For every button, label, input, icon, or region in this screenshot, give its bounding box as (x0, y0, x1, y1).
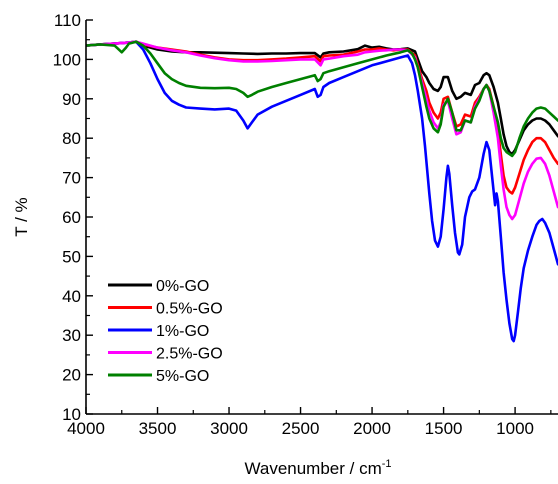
y-tick-label: 50 (62, 247, 81, 266)
y-tick-label: 30 (62, 326, 81, 345)
legend-label: 0.5%-GO (156, 301, 223, 318)
y-tick-label: 110 (54, 11, 81, 30)
y-tick-label: 100 (53, 50, 81, 69)
x-tick-label: 3500 (139, 419, 177, 438)
series-line-2-5-go (86, 40, 558, 221)
x-axis-title-text: Wavenumber / cm (244, 459, 381, 478)
axis-titles: Wavenumber / cm-1 T / % (12, 197, 392, 478)
x-axis-title: Wavenumber / cm-1 (244, 458, 391, 478)
y-tick-label: 20 (62, 366, 81, 385)
y-axis-title: T / % (12, 197, 31, 236)
legend: 0%-GO 0.5%-GO 1%-GO 2.5%-GO 5%-GO (108, 278, 223, 385)
x-tick-label: 3000 (210, 419, 248, 438)
y-tick-label: 10 (62, 405, 81, 424)
legend-label: 5%-GO (156, 368, 209, 385)
series-line-1-go (86, 40, 558, 343)
y-tick-label: 70 (62, 169, 81, 188)
x-axis-title-superscript: -1 (382, 458, 392, 470)
x-tick-label: 1000 (496, 419, 534, 438)
series-line-5-go (86, 40, 558, 158)
legend-label: 0%-GO (156, 278, 209, 295)
x-tick-label: 2000 (353, 419, 391, 438)
x-tick-label: 1500 (425, 419, 463, 438)
x-tick-label: 2500 (282, 419, 320, 438)
legend-label: 2.5%-GO (156, 346, 223, 363)
axes-layer: 4000 3500 3000 2500 2000 1500 1000 10 20 30 40 50 60… (53, 11, 558, 438)
y-tick-label: 40 (62, 287, 81, 306)
legend-label: 1%-GO (156, 323, 209, 340)
x-tick-label: 4000 (67, 419, 105, 438)
y-tick-label: 80 (62, 129, 81, 148)
y-tick-label: 90 (62, 90, 81, 109)
series-layer (86, 40, 558, 343)
y-tick-label: 60 (62, 208, 81, 227)
